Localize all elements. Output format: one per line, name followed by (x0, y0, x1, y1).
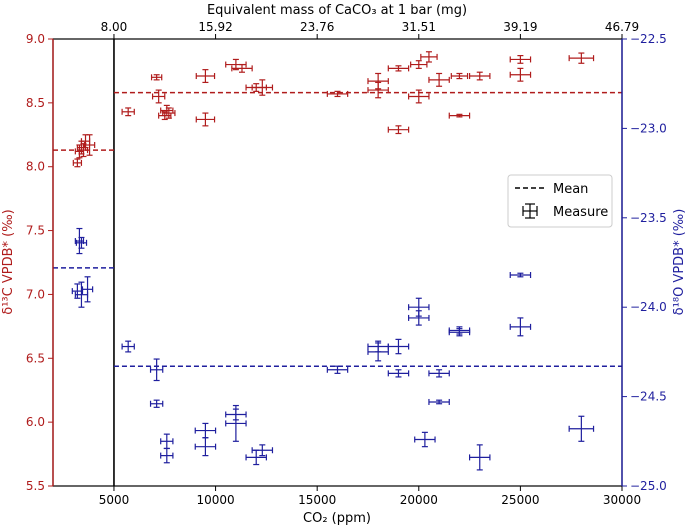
left-axis-label: δ¹³C VPDB* (‰) (1, 209, 16, 314)
legend-mean-label: Mean (553, 182, 588, 197)
data-point (75, 236, 88, 249)
data-point (450, 72, 469, 80)
data-point (367, 342, 389, 362)
data-point (149, 399, 164, 408)
data-point (194, 437, 217, 457)
data-point (387, 65, 410, 72)
data-point (151, 89, 166, 104)
legend-measure-label: Measure (553, 205, 608, 220)
data-point (225, 404, 247, 442)
top-tick-label: 23.76 (300, 20, 334, 34)
data-point (420, 51, 438, 63)
right-tick-label: −25.0 (630, 479, 667, 493)
data-point (410, 60, 428, 69)
data-point (428, 398, 450, 405)
data-point (195, 112, 216, 127)
axes: 5000 10000 15000 20000 25000 30000 8.00 15.92 23… (26, 20, 667, 507)
left-tick-label: 5.5 (26, 479, 45, 493)
data-point (231, 63, 253, 73)
data-point (448, 328, 471, 337)
data-point (81, 276, 94, 303)
right-axis-label: δ¹⁸O VPDB* (‰) (672, 209, 687, 316)
data-point (251, 444, 274, 457)
top-tick-label: 39.19 (503, 20, 537, 34)
left-tick-label: 7.5 (26, 224, 45, 238)
left-tick-label: 8.5 (26, 96, 45, 110)
top-tick-label: 31.51 (402, 20, 436, 34)
data-point (194, 422, 217, 439)
x-tick-label: 30000 (603, 493, 641, 507)
top-tick-label: 8.00 (101, 20, 128, 34)
data-point (245, 449, 267, 466)
data-point (509, 317, 532, 337)
data-point (251, 79, 274, 96)
data-point (568, 415, 595, 442)
data-point (468, 444, 491, 471)
left-tick-label: 9.0 (26, 32, 45, 46)
right-tick-label: −24.5 (630, 390, 667, 404)
top-axis-label: Equivalent mass of CaCO₃ at 1 bar (mg) (207, 3, 467, 18)
data-point (150, 74, 163, 81)
left-tick-label: 6.5 (26, 351, 45, 365)
data-point (326, 365, 349, 374)
legend-measure-swatch (522, 203, 538, 219)
data-point (326, 90, 349, 98)
data-point (387, 125, 410, 135)
top-tick-label: 46.79 (605, 20, 639, 34)
data-point (428, 72, 450, 87)
data-point (428, 369, 450, 378)
data-point (509, 55, 532, 64)
data-point (468, 71, 491, 81)
x-tick-label: 5000 (99, 493, 130, 507)
top-tick-label: 15.92 (198, 20, 232, 34)
data-point (121, 107, 135, 117)
data-point (195, 69, 216, 84)
legend: Mean Measure (507, 174, 613, 228)
data-point (509, 272, 532, 279)
right-tick-label: −23.0 (630, 121, 667, 135)
data-point (74, 227, 85, 255)
x-tick-label: 25000 (501, 493, 539, 507)
data-point (162, 107, 176, 119)
series-oxygen (53, 227, 622, 471)
plot-frame (52, 38, 623, 487)
x-tick-label: 15000 (298, 493, 336, 507)
data-point (78, 143, 89, 158)
plot-content (53, 39, 622, 486)
right-tick-label: −22.5 (630, 32, 667, 46)
data-point (367, 81, 389, 99)
data-point (387, 369, 410, 378)
data-point (160, 433, 174, 450)
left-tick-label: 8.0 (26, 160, 45, 174)
x-axis-label: CO₂ (ppm) (303, 511, 371, 526)
x-tick-label: 10000 (196, 493, 234, 507)
data-point (408, 310, 430, 326)
x-tick-label: 20000 (400, 493, 438, 507)
data-point (80, 134, 91, 149)
data-point (149, 358, 164, 382)
right-tick-label: −23.5 (630, 211, 667, 225)
data-point (83, 134, 96, 156)
data-point (568, 52, 595, 64)
data-point (448, 112, 471, 119)
data-point (121, 340, 135, 353)
right-tick-label: −24.0 (630, 300, 667, 314)
left-tick-label: 6.0 (26, 415, 45, 429)
data-point (414, 431, 436, 448)
left-tick-label: 7.0 (26, 287, 45, 301)
data-point (408, 89, 430, 104)
data-point (160, 447, 174, 464)
data-point (509, 67, 532, 82)
data-point (387, 338, 410, 355)
data-point (72, 158, 83, 168)
series-carbon (53, 51, 622, 168)
